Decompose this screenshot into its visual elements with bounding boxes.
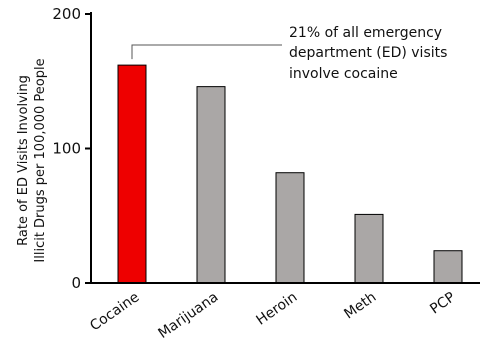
x-tick-label: Meth (341, 289, 379, 322)
x-tick-label: Cocaine (87, 289, 142, 334)
bars (117, 64, 463, 284)
y-tick-label: 0 (71, 274, 81, 292)
bar-meth (354, 213, 384, 284)
bar-heroin (275, 172, 305, 284)
annotation-text-line: 21% of all emergency (289, 25, 442, 41)
y-tick-label: 100 (52, 140, 81, 158)
annotation-bracket (131, 44, 282, 60)
x-tick-label: Marijuana (156, 289, 222, 342)
x-tick-label: PCP (427, 289, 458, 317)
x-tick-label: Heroin (254, 289, 301, 328)
x-axis-labels: Cocaine Marijuana Heroin Meth PCP (87, 289, 458, 342)
bar-marijuana (196, 86, 226, 284)
annotation-text-line: department (ED) visits (289, 45, 447, 61)
bar-pcp (433, 250, 463, 284)
annotation: 21% of all emergency department (ED) visi… (131, 25, 447, 82)
bar-cocaine (117, 64, 147, 284)
y-axis-ticks: 0 100 200 (52, 5, 91, 292)
y-tick-label: 200 (52, 5, 81, 23)
y-axis-title: Rate of ED Visits Involving Illicit Drugs… (16, 58, 48, 262)
y-axis-title-line: Illicit Drugs per 100,000 People (33, 58, 48, 262)
annotation-text-line: involve cocaine (289, 66, 398, 82)
y-axis-title-line: Rate of ED Visits Involving (16, 75, 31, 246)
